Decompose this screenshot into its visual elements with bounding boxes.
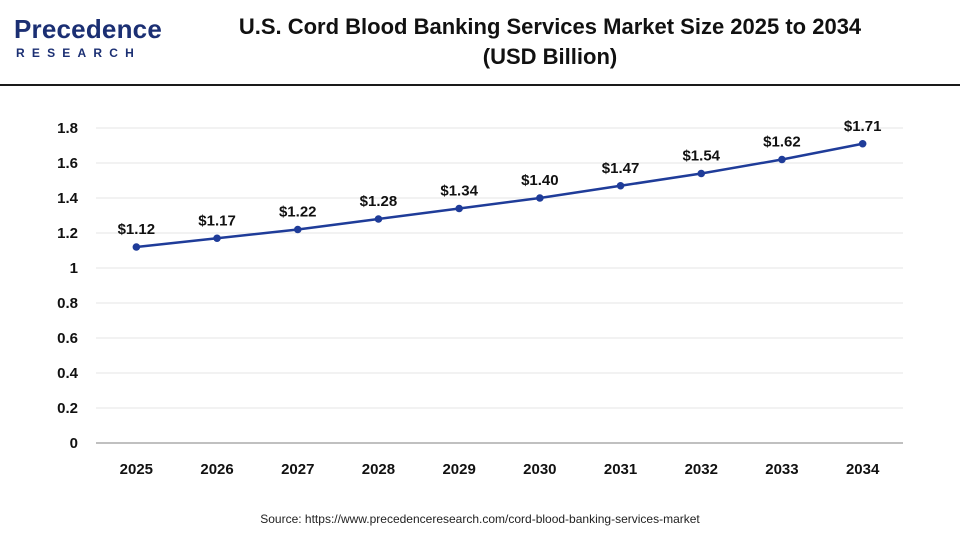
x-tick-label: 2026 — [200, 461, 233, 478]
data-label: $1.17 — [198, 212, 236, 229]
y-tick-label: 0.2 — [57, 400, 78, 417]
chart-title-line-2: (USD Billion) — [482, 44, 618, 69]
data-label: $1.12 — [118, 221, 156, 238]
y-tick-label: 1.6 — [57, 155, 78, 172]
data-point — [293, 225, 302, 234]
x-tick-label: 2031 — [604, 461, 637, 478]
x-tick-label: 2025 — [120, 461, 153, 478]
y-tick-label: 0.6 — [57, 330, 78, 347]
x-tick-label: 2034 — [846, 461, 880, 478]
y-tick-label: 1.4 — [57, 190, 79, 207]
data-label: $1.22 — [279, 204, 317, 221]
data-point — [455, 204, 463, 213]
chart-title-line-1: U.S. Cord Blood Banking Services Market … — [238, 14, 862, 39]
data-point — [374, 215, 383, 223]
x-tick-label: 2032 — [685, 461, 718, 478]
y-tick-label: 0.8 — [57, 295, 78, 312]
data-point — [697, 169, 706, 178]
data-label: $1.40 — [521, 172, 559, 189]
data-point — [858, 139, 867, 148]
data-label: $1.47 — [602, 160, 640, 177]
data-point — [536, 194, 544, 202]
y-tick-label: 1.8 — [57, 120, 78, 137]
x-tick-label: 2027 — [281, 461, 314, 478]
brand-logo: Precedence RESEARCH — [14, 14, 164, 64]
data-point — [132, 243, 141, 251]
y-tick-label: 0 — [70, 435, 78, 452]
brand-name: Precedence — [14, 14, 162, 44]
source-note: Source: https://www.precedenceresearch.c… — [260, 512, 700, 526]
y-tick-label: 1 — [70, 260, 78, 277]
data-label: $1.54 — [682, 148, 720, 165]
data-label: $1.28 — [360, 193, 398, 210]
data-point — [778, 155, 786, 164]
chart-title: U.S. Cord Blood Banking Services Market … — [200, 12, 900, 72]
header: Precedence RESEARCH U.S. Cord Blood Bank… — [0, 0, 960, 86]
brand-subtitle: RESEARCH — [16, 46, 141, 60]
line-chart: 0 0.2 0.4 0.6 0.8 1 1.2 1.4 1.6 1.8 2025 2026 2027 20… — [57, 118, 903, 478]
x-tick-label: 2033 — [765, 461, 798, 478]
y-tick-label: 0.4 — [57, 365, 79, 382]
data-point — [213, 234, 221, 243]
x-tick-label: 2030 — [523, 461, 556, 478]
data-label: $1.71 — [844, 118, 882, 135]
x-tick-label: 2028 — [362, 461, 395, 478]
data-label: $1.34 — [440, 183, 478, 200]
x-tick-label: 2029 — [442, 461, 475, 478]
data-point — [616, 181, 625, 190]
y-tick-label: 1.2 — [57, 225, 78, 242]
series-line — [136, 142, 863, 249]
data-label: $1.62 — [763, 134, 801, 151]
